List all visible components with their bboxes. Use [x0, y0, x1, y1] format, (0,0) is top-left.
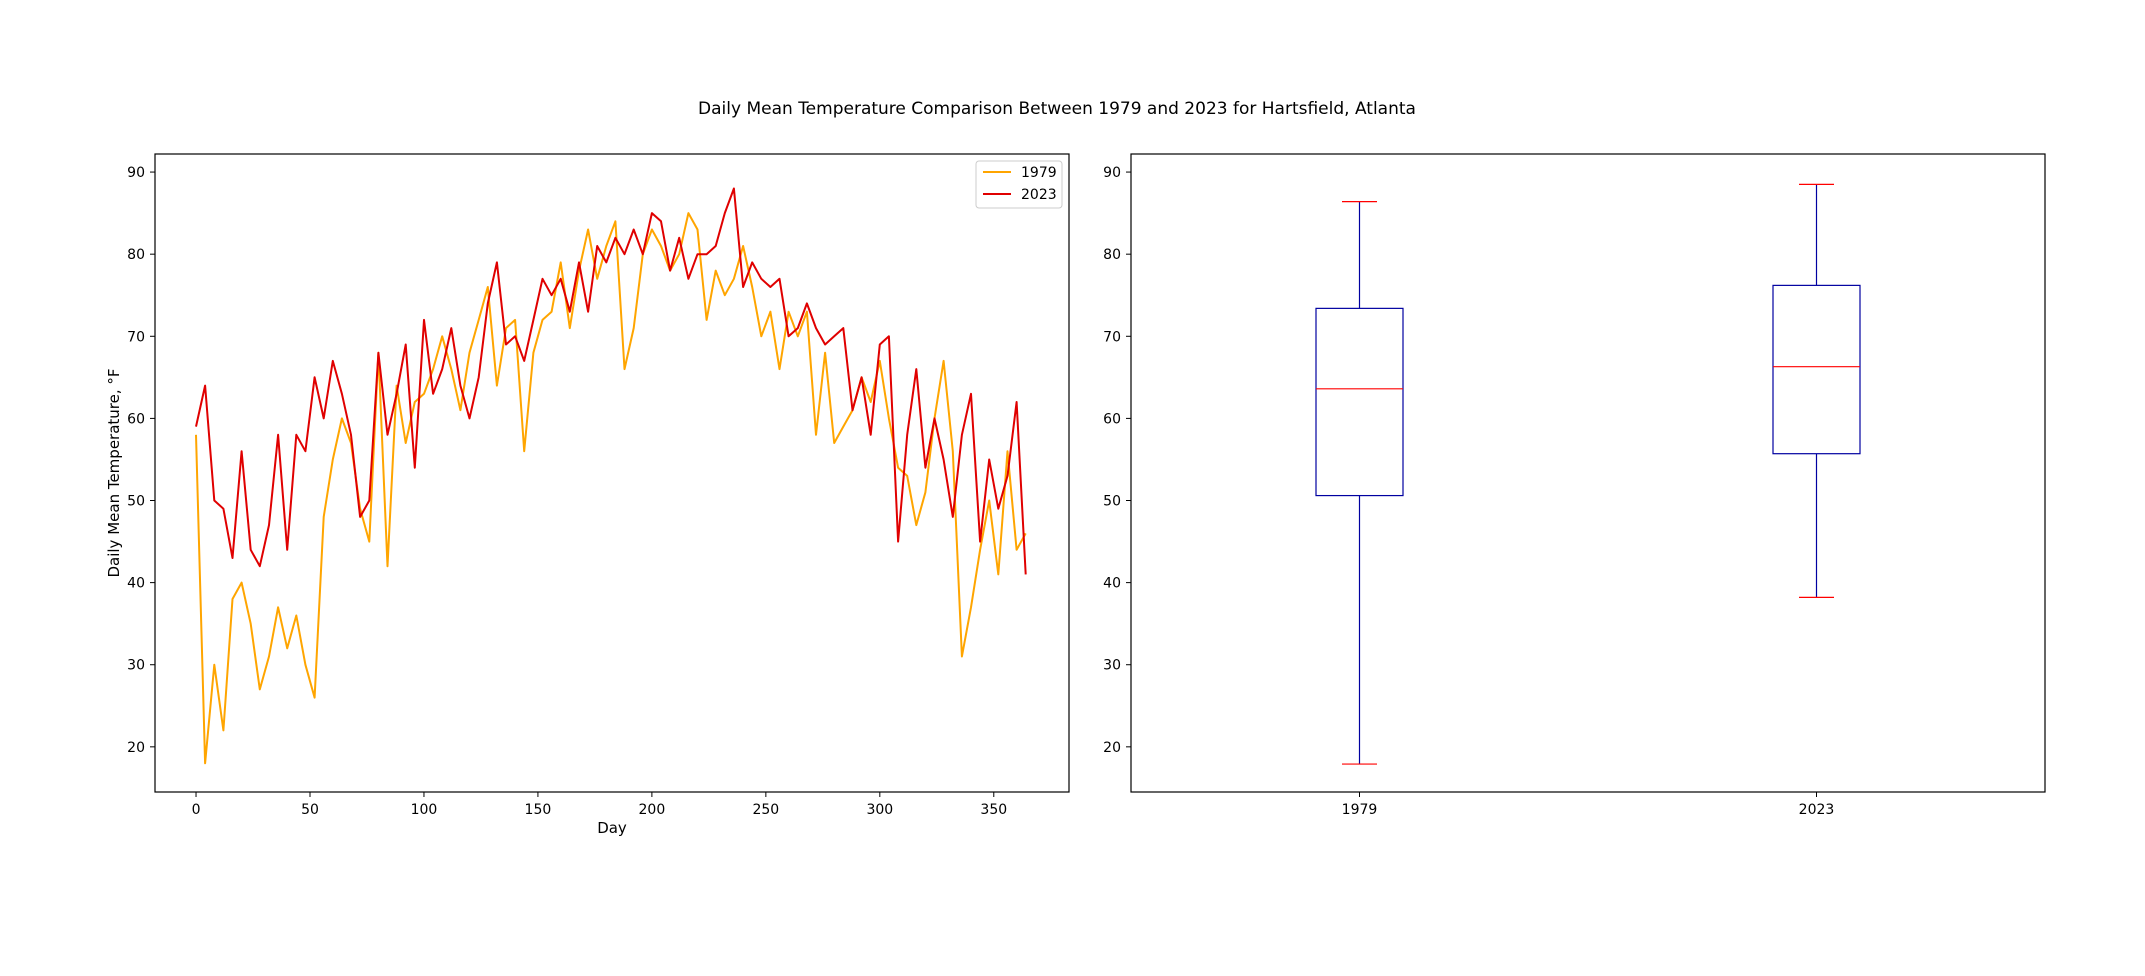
box-y-tick-label: 80 — [1103, 247, 1121, 263]
box-y-tick-label: 50 — [1103, 494, 1121, 510]
y-tick-label: 20 — [127, 740, 145, 756]
line-plot-x-ticks: 0 50 100 150 200 250 300 350 — [192, 792, 1007, 818]
box-x-tick-label: 1979 — [1342, 802, 1378, 818]
box-y-tick-label: 70 — [1103, 329, 1121, 345]
legend-label-2023: 2023 — [1021, 187, 1057, 203]
y-tick-label: 90 — [127, 165, 145, 181]
iqr-box — [1772, 284, 1861, 455]
y-tick-label: 30 — [127, 658, 145, 674]
y-tick-label: 50 — [127, 494, 145, 510]
y-tick-label: 70 — [127, 329, 145, 345]
box-1979 — [1315, 201, 1404, 765]
box-y-tick-label: 30 — [1103, 658, 1121, 674]
x-tick-label: 150 — [525, 802, 552, 818]
box-y-tick-label: 20 — [1103, 740, 1121, 756]
legend-label-1979: 1979 — [1021, 165, 1057, 181]
y-tick-label: 60 — [127, 411, 145, 427]
line-series-group — [195, 187, 1027, 765]
y-tick-label: 40 — [127, 576, 145, 592]
box-group — [1315, 183, 1861, 765]
series-line-2023 — [195, 187, 1027, 575]
series-line-1979 — [195, 212, 1027, 765]
box-plot: 20 30 40 50 60 70 80 90 1979 2023 — [1103, 153, 2046, 818]
legend: 1979 2023 — [975, 160, 1063, 209]
x-tick-label: 200 — [639, 802, 666, 818]
box-plot-x-ticks: 1979 2023 — [1342, 792, 1835, 818]
line-plot-frame — [154, 153, 1070, 793]
x-tick-label: 50 — [301, 802, 319, 818]
x-tick-label: 100 — [411, 802, 438, 818]
x-tick-label: 0 — [192, 802, 201, 818]
chart-title: Daily Mean Temperature Comparison Betwee… — [698, 99, 1416, 119]
box-y-tick-label: 90 — [1103, 165, 1121, 181]
x-tick-label: 250 — [752, 802, 779, 818]
iqr-box — [1315, 307, 1404, 497]
box-plot-frame — [1130, 153, 2046, 793]
y-tick-label: 80 — [127, 247, 145, 263]
box-2023 — [1772, 183, 1861, 598]
y-axis-label: Daily Mean Temperature, °F — [105, 368, 123, 577]
box-y-tick-label: 40 — [1103, 576, 1121, 592]
box-y-tick-label: 60 — [1103, 411, 1121, 427]
line-plot: 0 50 100 150 200 250 300 350 20 30 40 50 60 70 80 90 D… — [105, 153, 1070, 837]
x-axis-label: Day — [597, 819, 627, 837]
x-tick-label: 300 — [866, 802, 893, 818]
box-plot-y-ticks: 20 30 40 50 60 70 80 90 — [1103, 165, 1131, 756]
line-plot-y-ticks: 20 30 40 50 60 70 80 90 — [127, 165, 155, 756]
x-tick-label: 350 — [980, 802, 1007, 818]
box-x-tick-label: 2023 — [1799, 802, 1835, 818]
